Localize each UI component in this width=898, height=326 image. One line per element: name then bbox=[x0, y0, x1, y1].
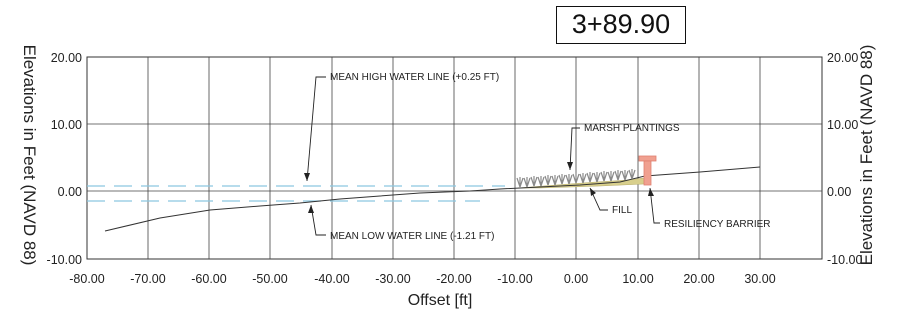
x-tick: 20.00 bbox=[683, 272, 714, 286]
y-ticks-right: 20.00 10.00 0.00 -10.00 bbox=[827, 51, 862, 267]
y-tick: 10.00 bbox=[51, 118, 82, 132]
y-tick: -10.00 bbox=[47, 253, 82, 267]
x-axis-label: Offset [ft] bbox=[407, 292, 473, 309]
station-label: 3+89.90 bbox=[556, 6, 686, 44]
x-tick: -10.00 bbox=[497, 272, 532, 286]
x-tick: 0.00 bbox=[564, 272, 588, 286]
barrier-annotation: RESILIENCY BARRIER bbox=[664, 219, 771, 230]
marsh-annotation: MARSH PLANTINGS bbox=[584, 123, 680, 134]
x-tick: 10.00 bbox=[622, 272, 653, 286]
fill-annotation: FILL bbox=[612, 205, 632, 216]
x-ticks: -80.00 -70.00 -60.00 -50.00 -40.00 -30.0… bbox=[69, 272, 775, 286]
y-tick: 20.00 bbox=[51, 51, 82, 65]
ground-profile bbox=[104, 166, 761, 232]
mlw-leader bbox=[310, 204, 326, 236]
mhw-annotation: MEAN HIGH WATER LINE (+0.25 FT) bbox=[330, 72, 499, 83]
y-tick: 20.00 bbox=[827, 51, 858, 65]
y-tick: -10.00 bbox=[827, 253, 862, 267]
horizontal-grid bbox=[87, 123, 822, 192]
x-tick: -20.00 bbox=[436, 272, 471, 286]
arrowhead-icon bbox=[590, 188, 596, 196]
barrier-leader bbox=[649, 187, 660, 224]
mlw-annotation: MEAN LOW WATER LINE (-1.21 FT) bbox=[330, 231, 494, 242]
resiliency-barrier bbox=[638, 155, 657, 186]
x-tick: -60.00 bbox=[191, 272, 226, 286]
x-tick: -50.00 bbox=[252, 272, 287, 286]
arrowhead-icon bbox=[304, 173, 310, 181]
mhw-leader bbox=[306, 76, 326, 182]
x-tick: 30.00 bbox=[744, 272, 775, 286]
y-tick: 0.00 bbox=[827, 185, 851, 199]
x-tick: -70.00 bbox=[130, 272, 165, 286]
arrowhead-icon bbox=[567, 162, 573, 170]
x-tick: -30.00 bbox=[375, 272, 410, 286]
plot-frame bbox=[86, 56, 823, 260]
fill-leader bbox=[589, 187, 608, 211]
y-ticks-left: 20.00 10.00 0.00 -10.00 bbox=[47, 51, 83, 267]
vertical-grid bbox=[147, 57, 761, 259]
x-tick: -80.00 bbox=[69, 272, 104, 286]
arrowhead-icon bbox=[308, 205, 314, 213]
arrowhead-icon bbox=[648, 188, 654, 196]
marsh-plantings bbox=[516, 169, 636, 188]
x-tick: -40.00 bbox=[314, 272, 349, 286]
y-tick: 10.00 bbox=[827, 118, 858, 132]
y-tick: 0.00 bbox=[58, 185, 82, 199]
marsh-leader bbox=[569, 127, 580, 171]
